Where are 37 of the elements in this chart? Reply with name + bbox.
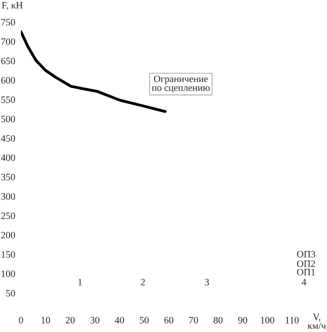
y-tick-label: 450 (0, 135, 15, 142)
y-tick-label: 500 (1, 116, 15, 122)
y-tick-label: 300 (1, 193, 15, 200)
text: ОП1 (297, 268, 315, 276)
annotation: 1 (78, 278, 82, 286)
x-tick-label: 110 (286, 316, 299, 324)
annotation: 3 (204, 278, 209, 286)
x-tick-label: 0 (18, 316, 23, 324)
x-tick-label: 100 (260, 316, 274, 324)
x-tick-label: 60 (164, 316, 174, 324)
x-axis-title: V, км/ч (308, 314, 326, 330)
y-tick-label: 150 (2, 251, 15, 258)
x-tick-label: 30 (90, 316, 100, 324)
annotation: Ограничение по сцеплению (152, 76, 210, 93)
x-tick-label: 80 (214, 316, 223, 324)
y-tick-label: 600 (1, 77, 15, 84)
text: ОП3 (297, 250, 316, 258)
y-tick-label: 50 (6, 290, 15, 296)
y-axis-title: F, кН (2, 2, 23, 10)
x-tick-label: 40 (114, 316, 124, 324)
x-tick-label: 20 (66, 316, 75, 324)
y-tick-label: 700 (1, 38, 15, 45)
text: 4 (302, 278, 306, 286)
annotation: 2 (140, 278, 145, 286)
y-tick-label: 100 (2, 270, 15, 278)
y-tick-label: 250 (1, 212, 15, 220)
x-tick-label: 70 (189, 316, 198, 324)
y-tick-label: 200 (1, 232, 15, 238)
x-tick-label: 50 (140, 316, 149, 324)
x-tick-label: 90 (238, 316, 248, 324)
y-tick-label: 400 (0, 154, 15, 162)
y-tick-label: 350 (1, 174, 15, 180)
y-tick-label: 650 (1, 58, 15, 64)
text: ОП2 (297, 260, 316, 267)
x-tick-label: 10 (42, 316, 50, 324)
y-tick-label: 550 (1, 96, 15, 103)
y-tick-label: 750 (1, 18, 15, 26)
